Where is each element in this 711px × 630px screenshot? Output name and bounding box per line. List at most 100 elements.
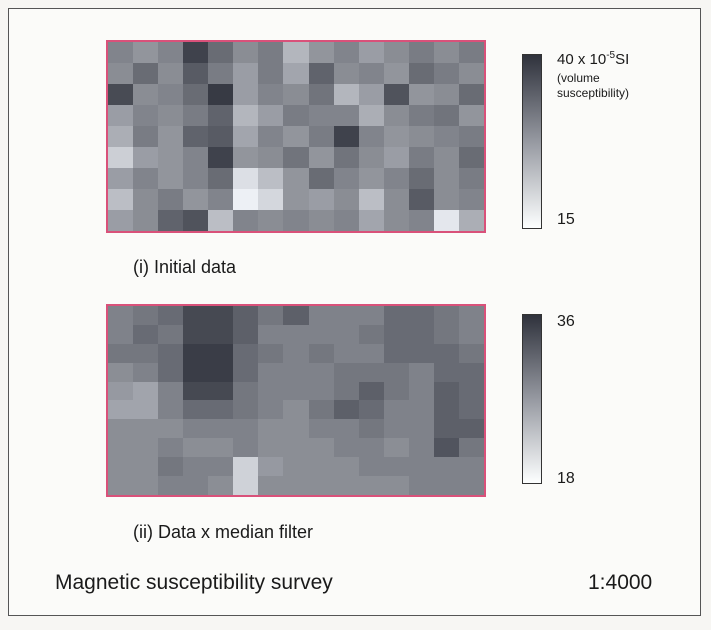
grid-cell: [258, 381, 284, 401]
grid-cell: [208, 84, 234, 105]
grid-cell: [408, 84, 434, 105]
grid-cell: [283, 306, 309, 325]
initial-data-colorbar: [522, 54, 542, 229]
grid-cell: [358, 147, 384, 168]
grid-cell: [258, 476, 284, 495]
grid-cell: [308, 189, 334, 210]
grid-cell: [208, 42, 234, 63]
grid-cell: [108, 457, 134, 477]
grid-cell: [283, 362, 309, 382]
grid-cell: [433, 42, 459, 63]
grid-cell: [183, 324, 209, 344]
grid-cell: [308, 438, 334, 458]
grid-cell: [108, 324, 134, 344]
grid-cell: [308, 324, 334, 344]
grid-cell: [133, 400, 159, 420]
grid-cell: [158, 324, 184, 344]
grid-cell: [308, 476, 334, 495]
grid-cell: [183, 126, 209, 147]
grid-cell: [333, 400, 359, 420]
grid-cell: [383, 400, 409, 420]
grid-cell: [233, 419, 259, 439]
grid-cell: [133, 306, 159, 325]
grid-cell: [308, 400, 334, 420]
grid-cell: [258, 42, 284, 63]
grid-cell: [183, 457, 209, 477]
grid-cell: [333, 438, 359, 458]
grid-cell: [333, 476, 359, 495]
grid-cell: [158, 105, 184, 126]
grid-cell: [433, 419, 459, 439]
grid-cell: [258, 168, 284, 189]
grid-cell: [433, 476, 459, 495]
grid-cell: [208, 400, 234, 420]
grid-cell: [333, 63, 359, 84]
grid-cell: [108, 306, 134, 325]
grid-cell: [158, 362, 184, 382]
grid-cell: [458, 400, 484, 420]
grid-cell: [233, 105, 259, 126]
grid-cell: [358, 324, 384, 344]
grid-cell: [333, 147, 359, 168]
grid-cell: [108, 438, 134, 458]
grid-cell: [183, 476, 209, 495]
grid-cell: [108, 362, 134, 382]
grid-cell: [283, 189, 309, 210]
grid-cell: [258, 324, 284, 344]
grid-cell: [158, 210, 184, 231]
grid-cell: [258, 306, 284, 325]
grid-cell: [408, 419, 434, 439]
grid-cell: [183, 400, 209, 420]
grid-cell: [183, 63, 209, 84]
grid-cell: [158, 476, 184, 495]
grid-cell: [133, 419, 159, 439]
grid-cell: [433, 324, 459, 344]
grid-cell: [333, 381, 359, 401]
grid-cell: [258, 400, 284, 420]
grid-cell: [383, 147, 409, 168]
grid-cell: [358, 438, 384, 458]
grid-cell: [333, 189, 359, 210]
grid-cell: [433, 147, 459, 168]
grid-cell: [333, 362, 359, 382]
grid-cell: [433, 63, 459, 84]
grid-cell: [458, 63, 484, 84]
grid-cell: [183, 381, 209, 401]
grid-cell: [433, 362, 459, 382]
grid-cell: [108, 147, 134, 168]
grid-cell: [383, 343, 409, 363]
grid-cell: [283, 438, 309, 458]
grid-cell: [433, 438, 459, 458]
colorbar-max-label: 40 x 10-5SI: [557, 50, 630, 68]
grid-cell: [433, 457, 459, 477]
grid-cell: [383, 105, 409, 126]
grid-cell: [283, 168, 309, 189]
grid-cell: [283, 126, 309, 147]
grid-cell: [308, 168, 334, 189]
colorbar-description-line2: susceptibility): [557, 86, 630, 100]
grid-cell: [358, 189, 384, 210]
grid-cell: [383, 168, 409, 189]
grid-cell: [458, 324, 484, 344]
grid-cell: [183, 362, 209, 382]
grid-cell: [133, 343, 159, 363]
grid-cell: [458, 126, 484, 147]
grid-cell: [458, 147, 484, 168]
grid-cell: [358, 400, 384, 420]
map-scale: 1:4000: [588, 571, 653, 594]
grid-cell: [233, 438, 259, 458]
grid-cell: [333, 457, 359, 477]
grid-cell: [358, 168, 384, 189]
grid-cell: [233, 126, 259, 147]
grid-cell: [108, 419, 134, 439]
grid-cell: [308, 63, 334, 84]
grid-cell: [383, 63, 409, 84]
grid-cell: [408, 400, 434, 420]
grid-cell: [408, 306, 434, 325]
grid-cell: [308, 362, 334, 382]
grid-cell: [358, 126, 384, 147]
grid-cell: [183, 438, 209, 458]
grid-cell: [358, 362, 384, 382]
grid-cell: [383, 457, 409, 477]
grid-cell: [433, 381, 459, 401]
